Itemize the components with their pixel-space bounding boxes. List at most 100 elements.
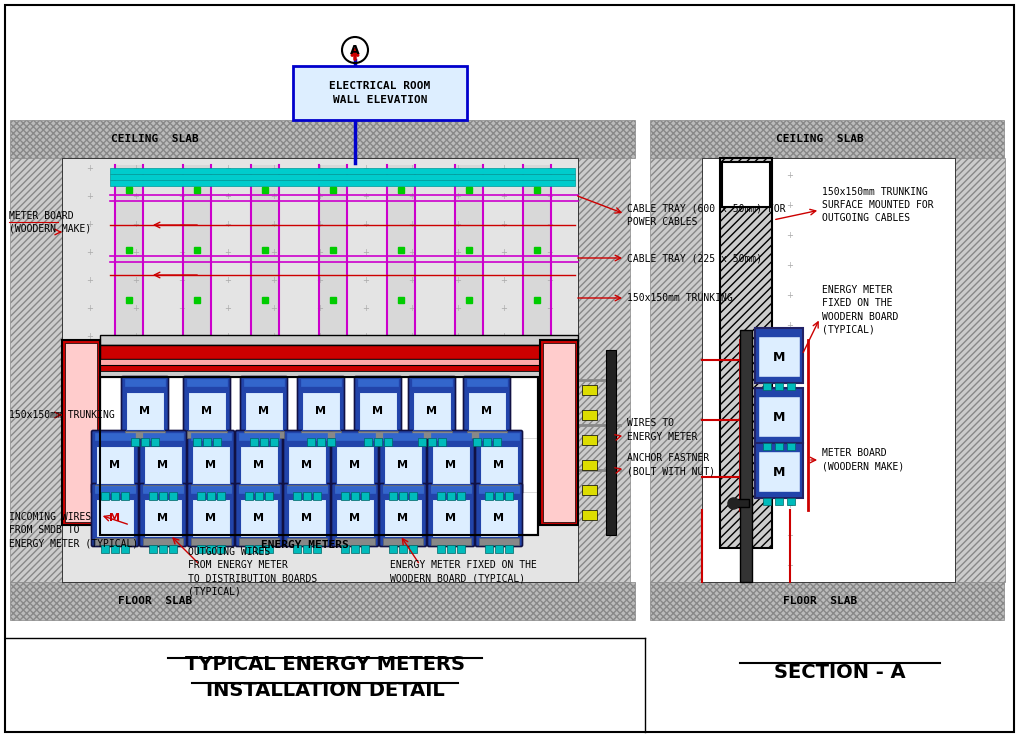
FancyBboxPatch shape bbox=[331, 430, 378, 494]
Text: +: + bbox=[271, 332, 277, 340]
Text: +: + bbox=[178, 332, 185, 340]
Bar bbox=[763, 443, 771, 450]
Bar bbox=[240, 446, 278, 484]
Bar bbox=[787, 498, 795, 505]
Bar bbox=[755, 328, 803, 383]
Text: +: + bbox=[87, 192, 94, 200]
Text: M: M bbox=[109, 460, 120, 470]
Text: +: + bbox=[271, 248, 277, 256]
Text: M: M bbox=[259, 406, 269, 416]
Text: M: M bbox=[445, 513, 457, 523]
Text: CEILING  SLAB: CEILING SLAB bbox=[776, 134, 864, 144]
Bar bbox=[313, 492, 321, 500]
Text: +: + bbox=[787, 531, 794, 539]
Bar bbox=[650, 120, 1004, 158]
Bar bbox=[121, 492, 129, 500]
Text: M: M bbox=[109, 513, 120, 523]
Bar bbox=[755, 443, 803, 498]
Text: M: M bbox=[254, 460, 265, 470]
Bar bbox=[116, 165, 143, 340]
Bar bbox=[100, 371, 578, 377]
Bar bbox=[270, 438, 278, 446]
Bar bbox=[758, 451, 800, 492]
Text: +: + bbox=[224, 192, 231, 200]
FancyBboxPatch shape bbox=[187, 483, 234, 547]
Bar bbox=[733, 499, 749, 507]
Text: M: M bbox=[254, 513, 265, 523]
Bar bbox=[335, 538, 375, 545]
FancyBboxPatch shape bbox=[121, 377, 168, 439]
Bar bbox=[361, 545, 369, 553]
Bar bbox=[578, 158, 630, 582]
Bar bbox=[787, 383, 795, 390]
Bar bbox=[769, 340, 777, 346]
Text: +: + bbox=[178, 192, 185, 200]
FancyBboxPatch shape bbox=[283, 483, 330, 547]
Bar bbox=[755, 388, 803, 443]
Text: M: M bbox=[158, 460, 168, 470]
Bar bbox=[505, 545, 513, 553]
Text: +: + bbox=[787, 231, 794, 240]
Text: +: + bbox=[363, 332, 370, 340]
Text: +: + bbox=[317, 276, 323, 284]
Bar bbox=[483, 438, 491, 446]
Bar bbox=[763, 498, 771, 505]
Text: +: + bbox=[363, 220, 370, 228]
Text: +: + bbox=[787, 441, 794, 450]
Bar bbox=[467, 431, 507, 438]
Text: CEILING  SLAB: CEILING SLAB bbox=[111, 134, 199, 144]
Bar bbox=[95, 486, 135, 493]
Text: +: + bbox=[363, 276, 370, 284]
Bar bbox=[479, 433, 519, 440]
Bar bbox=[293, 492, 301, 500]
Bar bbox=[480, 499, 518, 537]
Bar bbox=[351, 545, 359, 553]
Text: +: + bbox=[546, 248, 553, 256]
Text: +: + bbox=[87, 248, 94, 256]
Text: +: + bbox=[317, 164, 323, 172]
Bar bbox=[431, 538, 471, 545]
Bar bbox=[62, 158, 578, 582]
Bar bbox=[303, 492, 311, 500]
Text: +: + bbox=[363, 304, 370, 312]
Text: ENERGY METER
FIXED ON THE
WOODERN BOARD
(TYPICAL): ENERGY METER FIXED ON THE WOODERN BOARD … bbox=[822, 285, 899, 335]
Bar bbox=[431, 486, 471, 493]
Text: +: + bbox=[546, 304, 553, 312]
Text: +: + bbox=[409, 276, 416, 284]
Bar bbox=[288, 446, 326, 484]
Text: +: + bbox=[500, 164, 507, 172]
FancyBboxPatch shape bbox=[379, 430, 427, 494]
FancyBboxPatch shape bbox=[187, 430, 234, 494]
Text: +: + bbox=[787, 170, 794, 180]
Text: +: + bbox=[500, 276, 507, 284]
Bar bbox=[437, 545, 445, 553]
Text: CABLE TRAY (225 x 50mm): CABLE TRAY (225 x 50mm) bbox=[627, 253, 762, 263]
Bar bbox=[758, 396, 800, 437]
Text: TYPICAL ENERGY METERS: TYPICAL ENERGY METERS bbox=[185, 655, 465, 674]
Bar bbox=[457, 545, 465, 553]
Text: +: + bbox=[409, 248, 416, 256]
Bar bbox=[187, 392, 226, 430]
Text: M: M bbox=[350, 460, 361, 470]
Bar bbox=[184, 165, 211, 340]
Text: +: + bbox=[454, 332, 462, 340]
Text: +: + bbox=[787, 380, 794, 389]
Text: M: M bbox=[427, 406, 437, 416]
Bar bbox=[240, 499, 278, 537]
Text: +: + bbox=[178, 248, 185, 256]
Bar bbox=[265, 545, 273, 553]
Text: OUTGOING WIRES
FROM ENERGY METER
TO DISTRIBUTION BOARDS
(TYPICAL): OUTGOING WIRES FROM ENERGY METER TO DIST… bbox=[187, 547, 317, 597]
FancyBboxPatch shape bbox=[428, 483, 475, 547]
Text: METER BOARD
(WOODERN MAKE): METER BOARD (WOODERN MAKE) bbox=[822, 448, 904, 472]
FancyBboxPatch shape bbox=[409, 377, 455, 439]
Text: +: + bbox=[454, 220, 462, 228]
Bar bbox=[159, 545, 167, 553]
Bar bbox=[143, 538, 183, 545]
Text: METER BOARD
(WOODERN MAKE): METER BOARD (WOODERN MAKE) bbox=[9, 211, 92, 233]
Bar bbox=[384, 438, 392, 446]
Bar bbox=[100, 377, 538, 535]
Bar bbox=[432, 446, 470, 484]
Text: 150x150mm TRUNKING: 150x150mm TRUNKING bbox=[9, 410, 115, 420]
Bar bbox=[100, 365, 578, 371]
Bar bbox=[287, 485, 327, 492]
